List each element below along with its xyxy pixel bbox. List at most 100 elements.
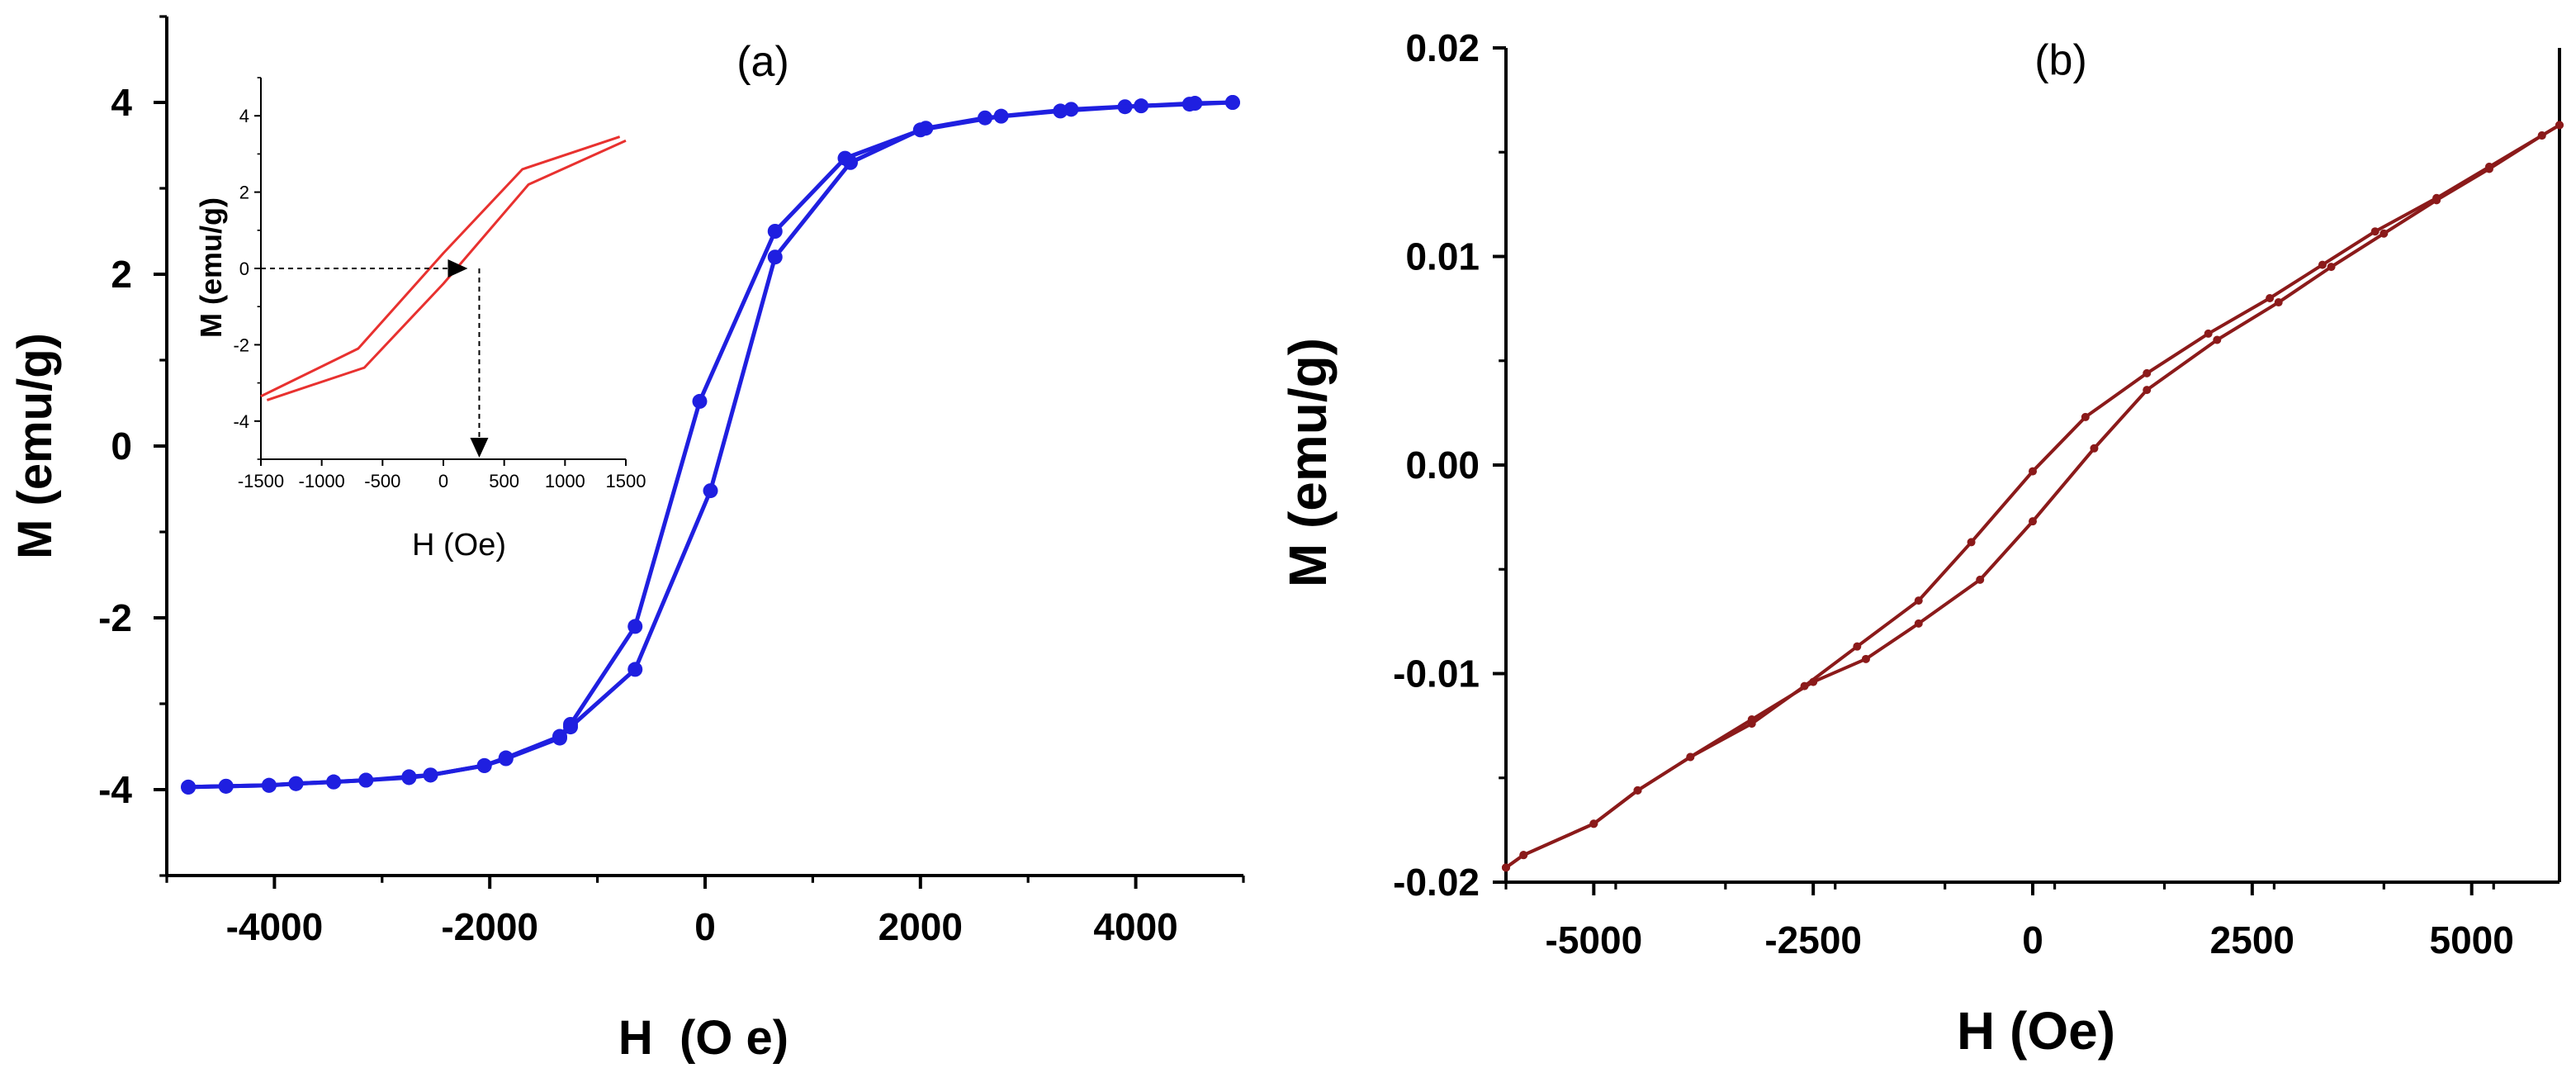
- x-tick-label: 1500: [606, 471, 646, 491]
- x-tick-label: -2000: [441, 905, 538, 948]
- data-point: [843, 154, 859, 170]
- x-tick-label: -4000: [226, 905, 324, 948]
- panel-a-x-ticks: [165, 876, 1245, 889]
- data-point: [2029, 467, 2037, 476]
- data-point: [1589, 819, 1598, 828]
- data-point: [1967, 538, 1976, 547]
- x-tick-label: 2000: [878, 905, 963, 948]
- data-point: [767, 224, 783, 239]
- data-point: [326, 774, 342, 790]
- series-line-branch-2: [188, 100, 1234, 790]
- data-point: [2432, 196, 2441, 205]
- data-point: [692, 393, 708, 409]
- y-tick-label: -4: [233, 411, 249, 432]
- data-point: [1187, 96, 1203, 112]
- x-tick-label: 0: [2022, 918, 2043, 961]
- data-point: [993, 108, 1009, 124]
- panel-b: -5000 -2500 0 2500 5000 -0.02 -0.01 0.00 0.01 0.…: [1278, 26, 2564, 1061]
- data-point: [261, 777, 277, 793]
- y-tick-label: 0.02: [1405, 26, 1480, 69]
- data-point: [912, 122, 928, 138]
- y-tick-label: 0.00: [1405, 444, 1480, 487]
- data-point: [2266, 294, 2275, 302]
- data-point: [1063, 102, 1079, 117]
- x-tick-label: 2500: [2210, 918, 2294, 961]
- panel-a-x-axis-label: H (O e): [618, 1011, 788, 1065]
- data-point: [2537, 131, 2546, 140]
- data-point: [2213, 335, 2222, 344]
- data-point: [181, 779, 197, 795]
- data-point: [1519, 851, 1528, 860]
- x-tick-label: -2500: [1764, 918, 1862, 961]
- panel-b-x-tick-labels: -5000 -2500 0 2500 5000: [1546, 918, 2514, 961]
- inset: -1500 -1000 -500 0 500 1000 1500 -4 -2 0 2 4 H (Oe…: [194, 77, 646, 562]
- inset-x-tick-labels: -1500 -1000 -500 0 500 1000 1500: [238, 471, 646, 491]
- down-arrowhead-icon: [470, 438, 489, 458]
- x-tick-label: -1500: [238, 471, 284, 491]
- y-tick-label: -2: [98, 596, 132, 639]
- y-tick-label: -4: [98, 768, 132, 811]
- data-point: [2143, 386, 2152, 395]
- y-tick-label: -0.02: [1393, 861, 1480, 904]
- data-point: [2090, 444, 2099, 453]
- series-line-lower: [266, 139, 627, 401]
- data-point: [1134, 98, 1149, 114]
- panel-a-title: (a): [736, 38, 789, 86]
- data-point: [1686, 752, 1695, 762]
- panel-a-x-tick-labels: -4000 -2000 0 2000 4000: [226, 905, 1178, 948]
- data-point: [1976, 575, 1985, 584]
- right-arrowhead-icon: [447, 259, 468, 278]
- y-tick-label: 4: [239, 106, 249, 126]
- x-tick-label: -1000: [299, 471, 345, 491]
- panel-a-y-ticks: [154, 15, 167, 877]
- data-point: [552, 730, 567, 746]
- x-tick-label: 1000: [545, 471, 585, 491]
- data-point: [1914, 596, 1923, 605]
- panel-b-y-tick-labels: -0.02 -0.01 0.00 0.01 0.02: [1393, 26, 1480, 904]
- series-line-upper: [1504, 123, 2561, 869]
- series-line-lower: [1504, 123, 2561, 869]
- data-point: [1224, 95, 1240, 110]
- data-point: [423, 767, 438, 783]
- y-tick-label: -2: [233, 335, 249, 355]
- data-point: [2274, 298, 2283, 307]
- panel-b-x-axis-label: H (Oe): [1957, 1001, 2115, 1061]
- y-tick-label: 4: [111, 81, 132, 124]
- y-tick-label: 0: [111, 425, 132, 468]
- panel-a-series: [181, 95, 1240, 795]
- panel-b-series: [1502, 121, 2564, 872]
- data-point: [2484, 164, 2493, 173]
- data-point: [358, 772, 374, 788]
- panel-b-y-ticks: [1493, 46, 1506, 884]
- data-point: [2143, 368, 2152, 377]
- data-point: [1502, 863, 1510, 872]
- data-point: [767, 249, 783, 265]
- inset-x-axis-label: H (Oe): [412, 528, 506, 562]
- panel-a-y-axis-label: M (emu/g): [8, 333, 62, 559]
- data-point: [2379, 229, 2389, 238]
- y-tick-label: 2: [239, 183, 249, 203]
- data-point: [288, 776, 304, 791]
- panel-b-title: (b): [2034, 36, 2087, 84]
- data-point: [703, 483, 718, 499]
- data-point: [218, 778, 234, 794]
- data-point: [1853, 642, 1862, 651]
- series-line-upper: [260, 135, 621, 398]
- series-line-branch-1: [188, 100, 1234, 790]
- data-point: [1861, 654, 1870, 663]
- data-point: [1809, 677, 1818, 686]
- data-point: [1633, 786, 1642, 795]
- y-tick-label: 0.01: [1405, 235, 1480, 278]
- data-point: [563, 719, 578, 735]
- x-tick-label: 0: [438, 471, 448, 491]
- data-point: [2204, 329, 2213, 338]
- panel-b-y-axis-label: M (emu/g): [1278, 338, 1338, 587]
- data-point: [627, 662, 643, 677]
- inset-x-ticks: [260, 459, 627, 466]
- data-point: [2318, 260, 2327, 269]
- data-point: [2555, 121, 2564, 130]
- data-point: [2327, 263, 2336, 272]
- data-point: [476, 757, 492, 773]
- y-tick-label: -0.01: [1393, 653, 1480, 695]
